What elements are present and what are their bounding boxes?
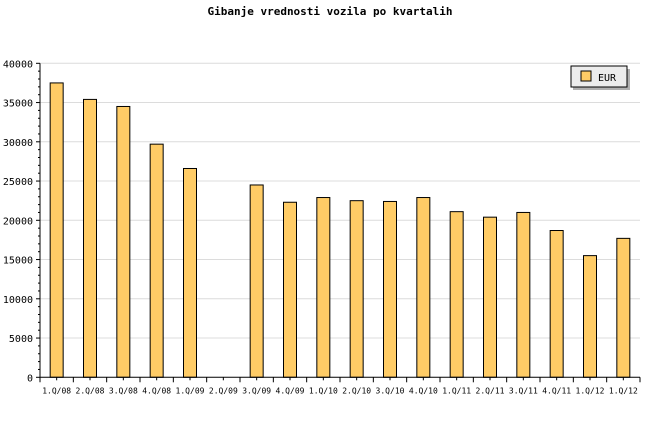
bar xyxy=(116,105,131,378)
x-tick-label: 4.Q/11 xyxy=(542,386,571,395)
x-tick-label: 2.Q/11 xyxy=(476,386,505,395)
x-tick-label: 1.Q/08 xyxy=(42,386,71,395)
bar xyxy=(83,98,97,378)
bar xyxy=(616,237,631,378)
bar xyxy=(449,211,464,378)
x-tick-label: 1.Q/10 xyxy=(309,386,338,395)
y-tick-label: 35000 xyxy=(3,99,33,110)
bar xyxy=(349,200,364,378)
y-tick-label: 5000 xyxy=(9,334,33,345)
bar xyxy=(283,201,297,378)
legend-swatch xyxy=(580,70,592,82)
x-tick-label: 2.Q/09 xyxy=(209,386,238,395)
x-tick-label: 3.Q/10 xyxy=(376,386,405,395)
x-tick-label: 3.Q/08 xyxy=(109,386,138,395)
x-tick-label: 4.Q/08 xyxy=(142,386,171,395)
bar xyxy=(249,184,264,378)
x-tick-label: 1.Q/12 xyxy=(609,386,638,395)
x-tick-label: 1.Q/09 xyxy=(176,386,205,395)
x-tick-label: 3.Q/09 xyxy=(242,386,271,395)
x-tick-label: 4.Q/09 xyxy=(276,386,305,395)
y-tick-label: 10000 xyxy=(3,295,33,306)
y-tick-label: 25000 xyxy=(3,177,33,188)
y-tick-label: 0 xyxy=(27,373,33,384)
x-tick-label: 3.Q/11 xyxy=(509,386,538,395)
bar xyxy=(516,211,531,378)
y-tick-label: 20000 xyxy=(3,216,33,227)
bar xyxy=(383,200,397,378)
legend-label: EUR xyxy=(598,73,617,84)
bar xyxy=(149,143,164,378)
x-tick-label: 1.Q/11 xyxy=(442,386,471,395)
bar xyxy=(183,167,197,378)
x-tick-label: 2.Q/10 xyxy=(342,386,371,395)
bar xyxy=(583,255,597,378)
chart-title: Gibanje vrednosti vozila po kvartalih xyxy=(207,5,452,18)
legend: EUR xyxy=(570,65,630,90)
y-tick-label: 15000 xyxy=(3,256,33,267)
bar xyxy=(416,197,431,378)
bar xyxy=(49,82,64,378)
bar xyxy=(316,197,331,378)
y-tick-label: 30000 xyxy=(3,138,33,149)
x-tick-label: 2.Q/08 xyxy=(76,386,105,395)
x-tick-label: 1.Q/12 xyxy=(576,386,605,395)
bar xyxy=(549,230,564,378)
x-tick-label: 4.Q/10 xyxy=(409,386,438,395)
y-tick-label: 40000 xyxy=(3,59,33,70)
bar xyxy=(483,216,497,378)
